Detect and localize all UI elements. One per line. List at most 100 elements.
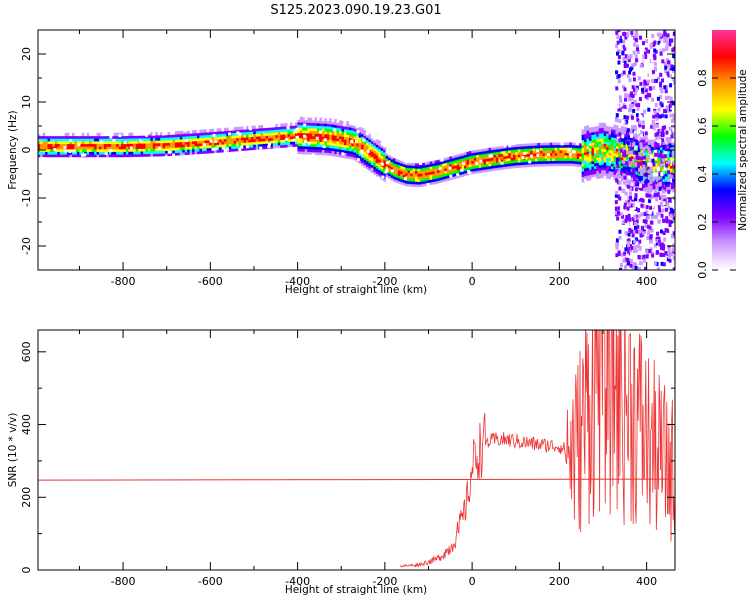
heatmap-noise-cell bbox=[669, 73, 673, 78]
heatmap-cell bbox=[152, 155, 157, 160]
heatmap-cell bbox=[620, 127, 625, 132]
heatmap-cell bbox=[206, 137, 210, 141]
heatmap-halo-cell bbox=[530, 154, 534, 158]
heatmap-noise-cell bbox=[640, 43, 644, 48]
heatmap-cell bbox=[231, 140, 235, 144]
heatmap-cell bbox=[500, 169, 504, 173]
heatmap-cell bbox=[620, 180, 625, 185]
heatmap-cell bbox=[45, 148, 49, 152]
heatmap-noise-cell bbox=[628, 70, 632, 75]
heatmap-cell bbox=[363, 148, 367, 152]
heatmap-cell bbox=[473, 173, 478, 177]
heatmap-cell bbox=[111, 146, 115, 150]
heatmap-halo-cell bbox=[337, 117, 341, 121]
heatmap-cell bbox=[527, 163, 531, 168]
heatmap-cell bbox=[184, 146, 188, 150]
heatmap-cell bbox=[464, 170, 468, 174]
heatmap-halo-cell bbox=[467, 169, 471, 173]
heatmap-cell bbox=[464, 167, 468, 171]
heatmap-cell bbox=[272, 129, 277, 133]
heatmap-noise-cell bbox=[649, 167, 653, 172]
heatmap-cell bbox=[517, 146, 522, 150]
heatmap-cell bbox=[248, 139, 252, 143]
heatmap-cell bbox=[669, 162, 674, 167]
heatmap-cell bbox=[466, 156, 470, 160]
heatmap-cell bbox=[346, 152, 350, 157]
heatmap-cell bbox=[125, 145, 130, 150]
heatmap-cell bbox=[152, 134, 157, 139]
heatmap-halo-cell bbox=[240, 153, 244, 157]
heatmap-cell bbox=[606, 178, 610, 182]
heatmap-halo-cell bbox=[267, 145, 271, 149]
heatmap-cell bbox=[415, 183, 419, 188]
heatmap-cell bbox=[466, 158, 470, 163]
heatmap-cell bbox=[98, 148, 103, 152]
heatmap-cell bbox=[660, 167, 664, 172]
heatmap-cell bbox=[76, 135, 81, 139]
heatmap-cell bbox=[118, 148, 122, 152]
heatmap-cell bbox=[162, 155, 166, 160]
heatmap-noise-cell bbox=[617, 250, 621, 255]
heatmap-cell bbox=[72, 143, 76, 147]
heatmap-noise-cell bbox=[640, 130, 644, 135]
heatmap-cell bbox=[69, 140, 73, 145]
heatmap-cell bbox=[263, 143, 267, 147]
heatmap-cell bbox=[466, 166, 470, 171]
heatmap-cell bbox=[248, 133, 252, 138]
heatmap-cell bbox=[358, 147, 362, 151]
heatmap-cell bbox=[370, 140, 375, 144]
heatmap-cell bbox=[471, 173, 475, 177]
heatmap-cell bbox=[513, 157, 517, 161]
heatmap-cell bbox=[84, 140, 88, 145]
heatmap-cell bbox=[307, 145, 311, 150]
heatmap-cell bbox=[160, 137, 164, 141]
heatmap-cell bbox=[593, 173, 598, 177]
heatmap-noise-cell bbox=[658, 210, 662, 215]
heatmap-halo-cell bbox=[491, 130, 495, 134]
heatmap-cell bbox=[287, 133, 291, 137]
heatmap-cell bbox=[238, 134, 242, 138]
heatmap-cell bbox=[111, 132, 115, 137]
heatmap-cell bbox=[388, 159, 392, 163]
heatmap-cell bbox=[625, 124, 629, 128]
heatmap-halo-cell bbox=[118, 134, 122, 138]
heatmap-cell bbox=[165, 153, 169, 157]
heatmap-halo-cell bbox=[164, 155, 168, 159]
heatmap-cell bbox=[370, 143, 375, 147]
heatmap-cell bbox=[361, 128, 365, 132]
heatmap-noise-cell bbox=[636, 117, 640, 122]
heatmap-cell bbox=[172, 152, 176, 156]
heatmap-cell bbox=[84, 151, 88, 155]
heatmap-cell bbox=[143, 142, 147, 147]
heatmap-cell bbox=[74, 138, 78, 142]
heatmap-cell bbox=[635, 131, 639, 135]
heatmap-cell bbox=[140, 140, 144, 144]
heatmap-noise-cell bbox=[668, 251, 672, 256]
heatmap-noise-cell bbox=[669, 153, 673, 158]
heatmap-cell bbox=[623, 128, 627, 132]
heatmap-cell bbox=[608, 157, 612, 161]
heatmap-cell bbox=[170, 136, 174, 141]
heatmap-cell bbox=[385, 165, 389, 170]
heatmap-cell bbox=[417, 173, 421, 177]
heatmap-cell bbox=[243, 128, 247, 133]
heatmap-cell bbox=[236, 145, 240, 149]
heatmap-noise-cell bbox=[671, 77, 675, 82]
heatmap-cell bbox=[645, 186, 649, 190]
heatmap-cell bbox=[302, 145, 306, 150]
heatmap-halo-cell bbox=[172, 114, 176, 118]
heatmap-noise-cell bbox=[657, 219, 661, 224]
heatmap-cell bbox=[363, 153, 367, 158]
heatmap-cell bbox=[586, 153, 590, 158]
heatmap-cell bbox=[598, 143, 602, 147]
heatmap-cell bbox=[155, 150, 159, 154]
heatmap-cell bbox=[451, 155, 455, 159]
heatmap-cell bbox=[429, 173, 433, 178]
heatmap-cell bbox=[370, 148, 375, 152]
heatmap-cell bbox=[601, 124, 605, 128]
heatmap-cell bbox=[522, 164, 527, 168]
heatmap-noise-cell bbox=[618, 180, 622, 185]
heatmap-cell bbox=[91, 135, 95, 139]
heatmap-cell bbox=[89, 143, 93, 147]
heatmap-noise-cell bbox=[637, 76, 641, 81]
